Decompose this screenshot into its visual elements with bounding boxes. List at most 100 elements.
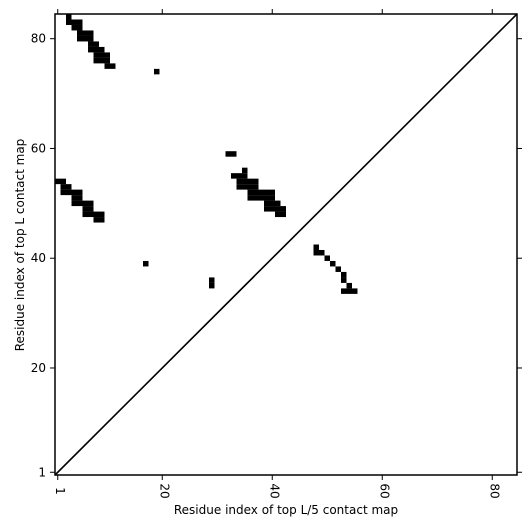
contact-cell	[313, 249, 319, 256]
contact-cell	[225, 151, 231, 157]
contact-cell	[247, 178, 253, 185]
contact-cell	[247, 184, 253, 190]
contact-cell	[231, 151, 237, 157]
contact-cell	[82, 200, 88, 207]
contact-cell	[99, 46, 105, 53]
contact-cell	[93, 41, 99, 47]
contact-cell	[253, 178, 259, 185]
contact-cell	[60, 184, 66, 190]
contact-cell	[71, 195, 77, 201]
contact-cell	[71, 189, 77, 196]
diagonal-line	[54, 13, 518, 476]
y-tick-label: 40	[31, 251, 46, 265]
contact-cell	[99, 217, 105, 223]
contact-cell	[247, 189, 253, 196]
contact-cell	[66, 19, 72, 25]
contact-cell	[330, 260, 336, 267]
contact-cell	[66, 189, 72, 196]
contact-cell	[77, 35, 83, 42]
contact-cell	[253, 184, 259, 190]
contact-cell	[335, 266, 341, 272]
y-tick-label: 80	[31, 32, 46, 46]
x-tick-label: 1	[53, 487, 67, 495]
y-axis-label: Residue index of top L contact map	[13, 139, 27, 352]
contact-cell	[313, 244, 319, 250]
contact-cell	[236, 184, 242, 190]
contact-cell	[264, 206, 270, 212]
contact-cell	[253, 195, 259, 201]
contact-cell	[352, 288, 358, 294]
contact-cell	[269, 189, 275, 196]
x-axis-label: Residue index of top L/5 contact map	[174, 503, 398, 517]
contact-cell	[247, 195, 253, 201]
contact-cell	[269, 200, 275, 207]
x-tick-label: 60	[377, 483, 391, 498]
contact-cell	[280, 211, 286, 218]
plot-frame	[54, 13, 518, 476]
contact-cell	[82, 35, 88, 42]
contact-cell	[242, 178, 248, 185]
contact-cell	[319, 249, 325, 256]
contact-cell	[71, 24, 77, 31]
contact-cell	[88, 211, 94, 218]
contact-cell	[269, 195, 275, 201]
contact-cell	[82, 211, 88, 218]
contact-cell	[82, 206, 88, 212]
contact-cell	[99, 52, 105, 58]
contact-cell	[82, 30, 88, 36]
contact-cell	[60, 178, 66, 185]
contact-cell	[209, 282, 215, 289]
x-tick-label: 20	[157, 483, 171, 498]
contact-cell	[77, 195, 83, 201]
contact-cell	[264, 189, 270, 196]
contact-cell	[341, 288, 347, 294]
contact-cell	[275, 206, 281, 212]
contact-cell	[88, 30, 94, 36]
contact-cell	[236, 173, 242, 179]
contact-cell	[269, 206, 275, 212]
contact-cell	[253, 189, 259, 196]
contact-cell	[77, 24, 83, 31]
contact-cell	[341, 271, 347, 278]
contact-cell	[242, 184, 248, 190]
y-tick-label: 20	[31, 361, 46, 375]
contact-cell	[154, 68, 160, 75]
y-tick-label: 1	[38, 465, 46, 479]
contact-cell	[88, 46, 94, 53]
contact-cell	[71, 200, 77, 207]
contact-cell	[104, 57, 110, 64]
contact-cell	[71, 19, 77, 25]
contact-cell	[88, 35, 94, 42]
contact-cell	[55, 178, 61, 185]
contact-cell	[110, 63, 116, 69]
contact-cell	[104, 63, 110, 69]
contact-cell	[275, 211, 281, 218]
contact-cell	[264, 200, 270, 207]
contact-cell	[99, 211, 105, 218]
contact-cell	[93, 57, 99, 64]
contact-cell	[66, 14, 72, 20]
contact-cell	[66, 184, 72, 190]
contact-cell	[104, 52, 110, 58]
contact-cell	[275, 200, 281, 207]
contact-cell	[341, 277, 347, 283]
contact-cell	[99, 57, 105, 64]
contact-cell	[77, 19, 83, 25]
contact-cell	[324, 255, 330, 261]
contact-cell	[60, 189, 66, 196]
contact-cell	[231, 173, 237, 179]
contact-cell	[209, 277, 215, 283]
contact-cell	[242, 173, 248, 179]
contact-cell	[264, 195, 270, 201]
contact-cell	[346, 282, 352, 289]
contact-cell	[88, 200, 94, 207]
contact-cell	[242, 167, 248, 174]
contact-cell	[77, 189, 83, 196]
contact-cell	[236, 178, 242, 185]
contact-cell	[77, 200, 83, 207]
contact-cell	[258, 195, 264, 201]
contact-cell	[93, 52, 99, 58]
contact-cell	[258, 189, 264, 196]
